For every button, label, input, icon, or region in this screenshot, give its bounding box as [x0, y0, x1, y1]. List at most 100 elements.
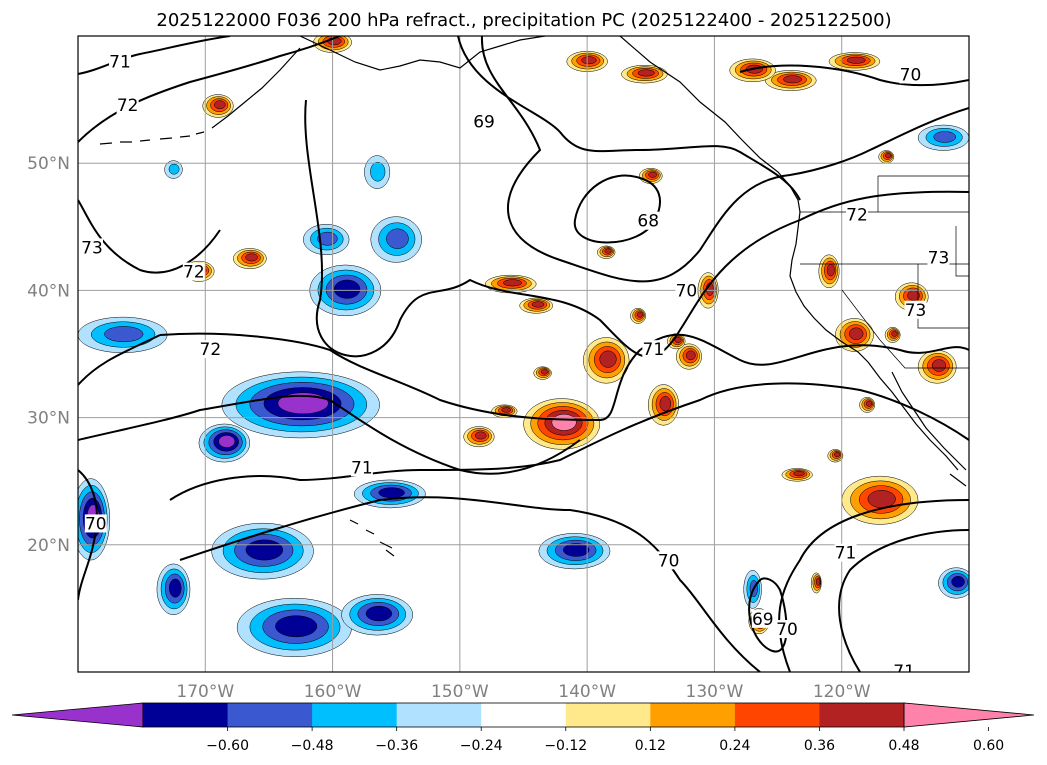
contour-71-southeast [838, 529, 969, 672]
contour-label-bg-0 [109, 52, 132, 71]
contour-label-6: 68 [637, 212, 659, 232]
positive-precip-cell-34 [810, 572, 822, 594]
positive-precip-cell-18 [765, 70, 817, 91]
colorbar-tick-label-4: −0.12 [544, 738, 587, 754]
contour-label-12: 73 [905, 301, 927, 321]
contour-71-northwest [78, 36, 231, 75]
contour-label-13: 71 [351, 458, 373, 478]
colorbar-segment-3 [396, 703, 482, 727]
colorbar-segment-7 [734, 703, 820, 727]
positive-precip-cell-0 [523, 398, 601, 450]
colorbar-tick-label-3: −0.24 [460, 738, 503, 754]
positive-precip-cell-14-level-3 [214, 100, 226, 110]
negative-precip-cell-13 [538, 533, 611, 570]
hawaii-islands [349, 519, 395, 557]
colorbar-frame [142, 702, 905, 728]
colorbar-tick-label-7: 0.36 [804, 738, 835, 754]
positive-precip-cell-31-level-3 [793, 471, 805, 477]
contour-70-north [739, 64, 969, 87]
contour-71-arc [304, 99, 969, 358]
positive-precip-cell-28-level-3 [636, 311, 643, 318]
contour-72-left [78, 334, 161, 386]
positive-precip-cell-17-level-3 [581, 56, 597, 65]
negative-precip-cell-4-level-3 [365, 605, 393, 622]
contour-label-bg-17 [751, 609, 774, 628]
contour-72-mid [159, 332, 969, 422]
positive-precip-cell-19 [828, 52, 881, 71]
positive-precip-cell-3-level-3 [685, 350, 696, 361]
negative-precip-cell-11-level-3 [169, 578, 182, 598]
contour-68 [573, 174, 661, 244]
positive-precip-cell-2-level-3 [659, 396, 672, 412]
negative-precip-cell-6 [370, 216, 422, 263]
contour-label-bg-3 [182, 262, 205, 281]
positive-precip-cell-14 [202, 94, 234, 118]
lat-tick-label-2: 40°N [27, 281, 70, 301]
positive-precip-cell-33-level-3 [891, 330, 898, 337]
lon-tick-label-4: 130°W [686, 682, 744, 702]
contour-label-bg-1 [116, 95, 139, 114]
contour-label-bg-6 [637, 211, 660, 230]
positive-precip-cell-31 [781, 468, 813, 482]
colorbar-tick-label-9: 0.60 [973, 738, 1004, 754]
contour-label-8: 71 [643, 340, 665, 360]
contour-label-bg-12 [904, 300, 927, 319]
negative-precip-cell-16 [917, 124, 969, 151]
positive-precip-cell-1 [583, 337, 630, 384]
positive-precip-cell-22 [639, 168, 663, 184]
contour-label-18: 70 [776, 620, 798, 640]
colorbar-segment-6 [650, 703, 736, 727]
positive-precip-cell-29 [827, 449, 844, 463]
contour-label-bg-15 [657, 551, 680, 570]
positive-precip-cell-23-level-3 [604, 248, 612, 254]
positive-precip-cell-32-level-3 [540, 369, 548, 375]
negative-precip-cell-16-level-2 [933, 131, 957, 143]
positive-precip-cell-6 [841, 475, 919, 525]
negative-precip-cell-17-level-1 [168, 163, 180, 175]
contour-lines [78, 36, 969, 672]
lon-tick-label-5: 120°W [813, 682, 871, 702]
colorbar-tick-label-1: −0.48 [291, 738, 334, 754]
negative-precip-cell-9-level-2 [104, 326, 144, 343]
colorbar [11, 702, 1035, 728]
contour-label-16: 71 [835, 544, 857, 564]
colorbar-segment-4 [481, 703, 567, 727]
positive-precip-cell-24-level-3 [474, 431, 487, 440]
contour-label-2: 73 [81, 238, 103, 258]
lon-tick-label-0: 170°W [176, 682, 234, 702]
positive-precip-cell-18-level-3 [783, 75, 803, 84]
contour-label-bg-11 [927, 248, 950, 267]
positive-precip-cell-12 [233, 248, 267, 270]
contour-label-4: 72 [200, 340, 222, 360]
mexico-coast [949, 473, 967, 487]
positive-precip-cell-26 [697, 272, 719, 309]
contour-label-bg-14 [84, 514, 107, 533]
latitude-tick-labels: 20°N 30°N 40°N 50°N [27, 154, 70, 556]
colorbar-tick-label-0: −0.60 [206, 738, 249, 754]
positive-precip-cell-12-level-3 [245, 253, 258, 262]
colorbar-segment-2 [312, 703, 398, 727]
map-frame [77, 35, 970, 673]
positive-precip-cell-6-level-3 [867, 490, 896, 509]
positive-precip-cell-5 [519, 297, 554, 314]
colorbar-extend-low [11, 702, 144, 728]
positive-precip-cell-5-level-3 [531, 301, 545, 308]
contour-label-bg-2 [81, 238, 104, 257]
positive-precip-cell-27-level-3 [674, 337, 682, 344]
bc-coast [619, 36, 801, 213]
coastline-layer [99, 36, 967, 557]
negative-precip-cell-6-level-2 [386, 228, 409, 249]
colorbar-tick-label-6: 0.24 [719, 738, 750, 754]
colorbar-segment-5 [565, 703, 651, 727]
positive-precip-cell-24 [463, 426, 495, 448]
contour-label-bg-5 [473, 112, 496, 131]
contour-label-bg-18 [775, 620, 798, 639]
contour-label-bg-9 [845, 205, 868, 224]
lat-tick-label-3: 50°N [27, 154, 70, 174]
positive-precip-cell-25-level-3 [501, 407, 512, 413]
contour-label-15: 70 [658, 551, 680, 571]
positive-precip-cell-10-level-3 [826, 263, 835, 277]
positive-precip-cell-1-level-3 [599, 350, 617, 368]
colorbar-tick-label-2: −0.36 [375, 738, 418, 754]
